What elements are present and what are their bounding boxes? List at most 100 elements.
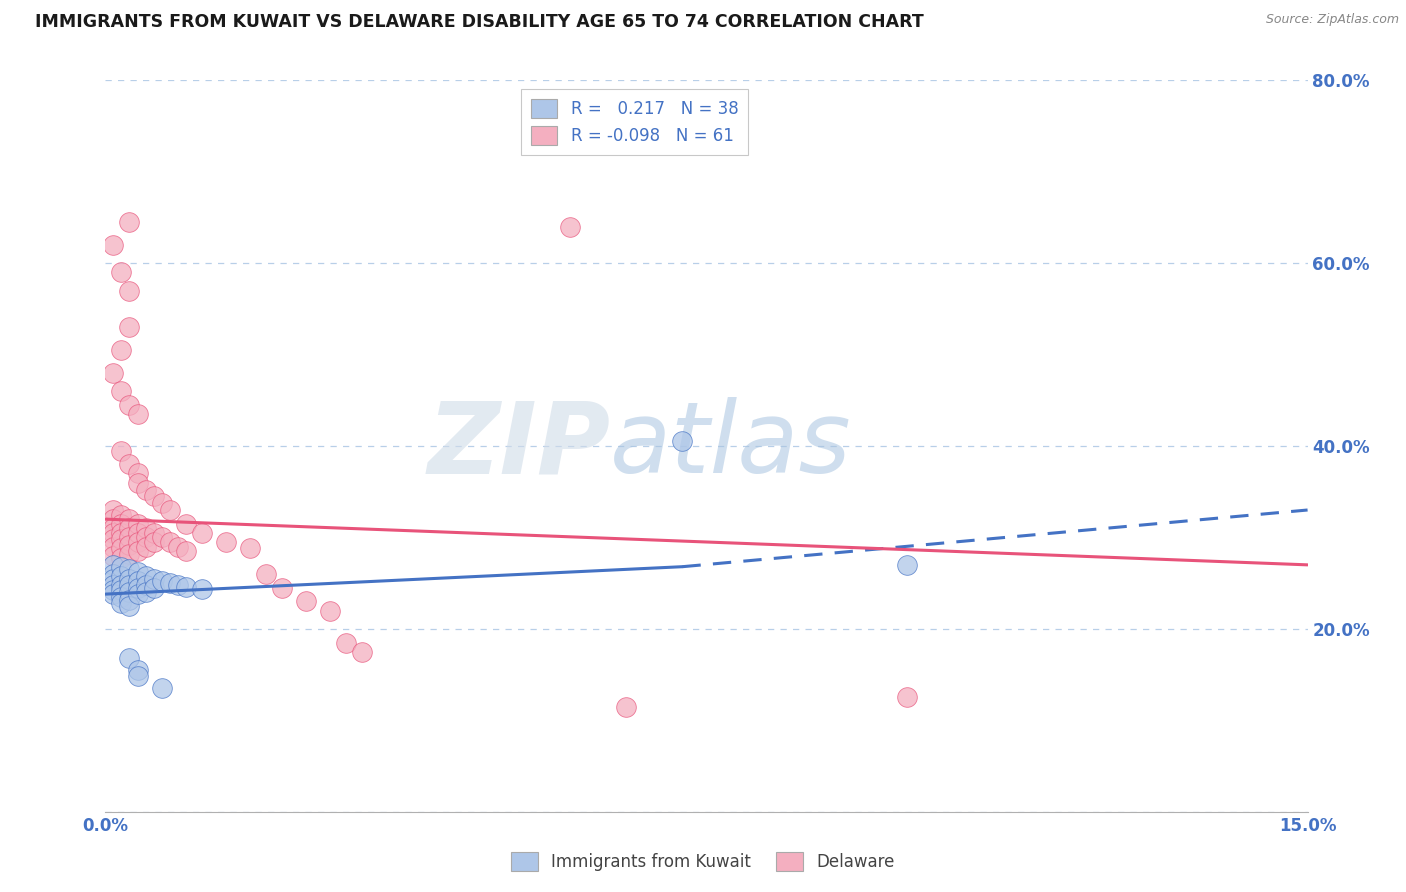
Legend: R =   0.217   N = 38, R = -0.098   N = 61: R = 0.217 N = 38, R = -0.098 N = 61 [520, 88, 748, 155]
Point [350, 645, 373, 659]
Point [103, 521, 125, 535]
Point [135, 585, 157, 599]
Point [295, 594, 318, 608]
Point [127, 516, 149, 531]
Point [110, 265, 132, 279]
Point [127, 544, 149, 558]
Text: atlas: atlas [610, 398, 852, 494]
Point [118, 592, 141, 607]
Point [896, 558, 918, 572]
Point [118, 284, 141, 298]
Point [118, 512, 141, 526]
Point [142, 525, 165, 540]
Point [110, 590, 132, 604]
Text: IMMIGRANTS FROM KUWAIT VS DELAWARE DISABILITY AGE 65 TO 74 CORRELATION CHART: IMMIGRANTS FROM KUWAIT VS DELAWARE DISAB… [35, 13, 924, 31]
Point [110, 550, 132, 565]
Point [127, 669, 149, 683]
Point [150, 496, 173, 510]
Point [118, 538, 141, 552]
Point [159, 576, 181, 591]
Point [103, 583, 125, 598]
Point [118, 562, 141, 576]
Text: ZIP: ZIP [427, 398, 610, 494]
Point [118, 572, 141, 586]
Point [110, 384, 132, 399]
Point [118, 651, 141, 665]
Point [118, 458, 141, 472]
Point [174, 544, 197, 558]
Point [616, 699, 638, 714]
Point [118, 521, 141, 535]
Point [671, 434, 693, 449]
Point [127, 475, 149, 490]
Point [110, 525, 132, 540]
Point [103, 572, 125, 586]
Point [190, 582, 212, 596]
Point [110, 559, 132, 574]
Point [135, 483, 157, 497]
Point [118, 530, 141, 544]
Point [166, 540, 188, 554]
Point [135, 540, 157, 554]
Point [142, 489, 165, 503]
Point [118, 585, 141, 599]
Point [159, 535, 181, 549]
Point [254, 567, 277, 582]
Point [110, 533, 132, 547]
Point [118, 578, 141, 592]
Point [110, 541, 132, 556]
Point [150, 530, 173, 544]
Point [270, 581, 292, 595]
Point [110, 443, 132, 458]
Point [135, 530, 157, 544]
Point [103, 558, 125, 572]
Point [127, 663, 149, 677]
Point [118, 398, 141, 412]
Point [335, 635, 357, 649]
Point [127, 574, 149, 589]
Point [103, 525, 125, 540]
Point [239, 541, 262, 556]
Point [103, 238, 125, 252]
Point [127, 535, 149, 549]
Point [135, 578, 157, 592]
Point [127, 407, 149, 421]
Point [103, 366, 125, 380]
Point [142, 581, 165, 595]
Point [560, 219, 582, 234]
Point [142, 572, 165, 586]
Point [118, 215, 141, 229]
Point [127, 525, 149, 540]
Point [896, 690, 918, 705]
Point [190, 525, 212, 540]
Point [110, 508, 132, 522]
Point [174, 516, 197, 531]
Point [118, 599, 141, 613]
Text: Source: ZipAtlas.com: Source: ZipAtlas.com [1265, 13, 1399, 27]
Point [150, 681, 173, 696]
Point [174, 580, 197, 594]
Point [110, 343, 132, 357]
Point [103, 567, 125, 582]
Point [103, 540, 125, 554]
Point [103, 533, 125, 547]
Point [127, 587, 149, 601]
Point [110, 569, 132, 583]
Point [103, 549, 125, 563]
Legend: Immigrants from Kuwait, Delaware: Immigrants from Kuwait, Delaware [505, 845, 901, 878]
Point [118, 320, 141, 334]
Point [150, 574, 173, 589]
Point [103, 587, 125, 601]
Point [142, 535, 165, 549]
Point [135, 521, 157, 535]
Point [110, 596, 132, 610]
Point [135, 569, 157, 583]
Point [159, 503, 181, 517]
Point [127, 467, 149, 481]
Point [110, 516, 132, 531]
Point [103, 578, 125, 592]
Point [110, 578, 132, 592]
Point [118, 547, 141, 561]
Point [103, 512, 125, 526]
Point [319, 603, 342, 617]
